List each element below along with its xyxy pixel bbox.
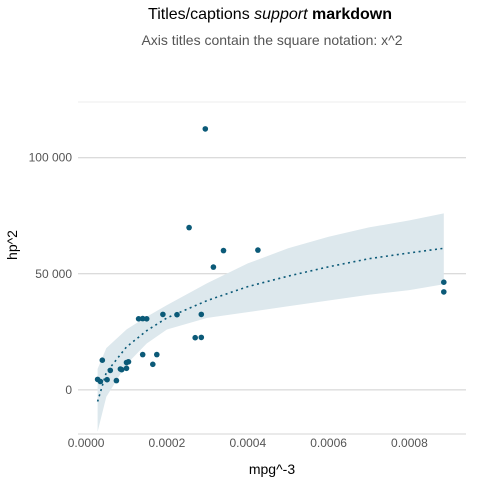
data-point-27	[441, 279, 447, 286]
chart-title-italic: support	[254, 6, 308, 23]
data-point-14	[143, 316, 150, 322]
data-point-16	[154, 351, 160, 358]
y-tick-label-0: 0	[65, 383, 72, 397]
data-point-23	[202, 126, 209, 132]
x-tick-label-3: 0.0006	[310, 436, 347, 450]
data-point-28	[441, 289, 447, 295]
data-point-22	[198, 311, 205, 318]
x-tick-label-4: 0.0008	[391, 436, 428, 450]
confidence-band	[97, 213, 444, 432]
data-point-25	[220, 247, 227, 254]
y-axis-title: hp^2	[4, 230, 20, 260]
data-point-9	[123, 365, 130, 372]
data-point-10	[125, 359, 132, 365]
data-point-20	[192, 334, 198, 341]
data-point-3	[104, 376, 110, 383]
y-tick-label-1: 50 000	[35, 267, 72, 281]
data-point-1	[97, 378, 104, 385]
chart-title-plain: Titles/captions	[148, 6, 254, 23]
data-point-17	[160, 311, 166, 318]
data-point-26	[255, 247, 261, 253]
data-point-7	[118, 366, 125, 373]
data-point-24	[210, 264, 217, 270]
data-point-12	[139, 315, 146, 322]
data-point-11	[135, 316, 142, 322]
data-point-5	[113, 377, 120, 384]
data-point-18	[174, 311, 180, 318]
x-tick-labels: 0.0000 0.0002 0.0004 0.0006 0.0008	[68, 436, 428, 450]
chart-subtitle: Axis titles contain the square notation:…	[141, 32, 402, 48]
trend-line	[96, 247, 444, 402]
x-tick-label-2: 0.0004	[229, 436, 266, 450]
y-tick-labels: 0 50 000 100 000	[29, 151, 73, 397]
x-axis-title: mpg^-3	[249, 461, 295, 477]
x-tick-label-1: 0.0002	[149, 436, 186, 450]
chart-title: Titles/captions support markdown	[148, 6, 392, 23]
data-point-2	[99, 357, 106, 364]
data-point-21	[198, 334, 205, 341]
data-point-4	[107, 367, 114, 374]
data-point-19	[186, 224, 192, 231]
y-tick-label-2: 100 000	[29, 151, 73, 165]
x-tick-label-0: 0.0000	[68, 436, 105, 450]
chart-title-bold: markdown	[312, 6, 392, 23]
data-points	[94, 126, 447, 385]
data-point-15	[150, 361, 156, 368]
data-point-13	[139, 351, 146, 358]
